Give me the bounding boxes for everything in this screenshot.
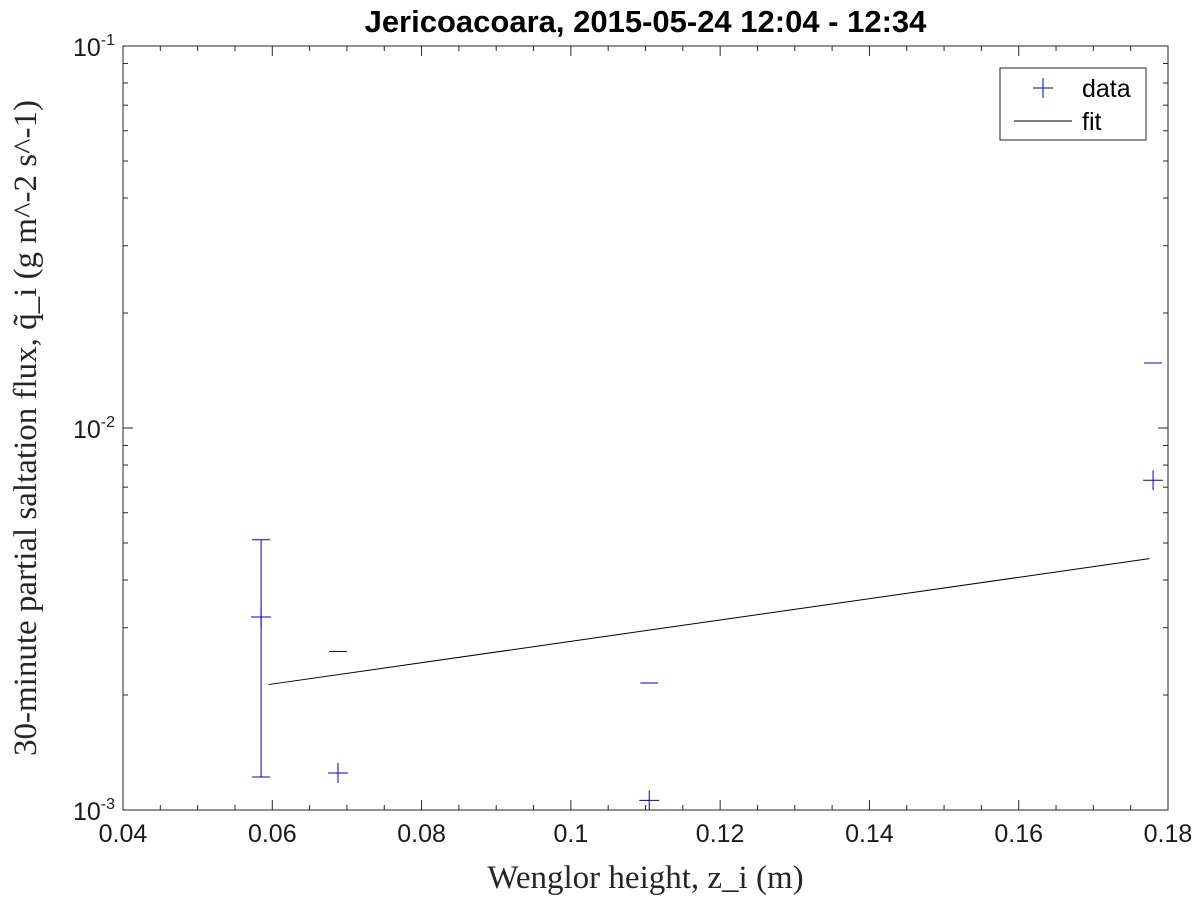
legend-data-label: data	[1082, 75, 1131, 103]
legend-box	[999, 67, 1147, 141]
x-tick-labels: 0.04 0.06 0.08 0.1 0.12 0.14 0.16 0.18	[99, 820, 1193, 848]
minor-ticks	[123, 46, 1168, 810]
x-axis-label: Wenglor height, z_i (m)	[487, 860, 803, 896]
legend-fit-label: fit	[1082, 108, 1102, 136]
x-tick-label: 0.1	[553, 820, 588, 848]
y-tick-base: 10	[73, 798, 101, 826]
x-tick-label: 0.16	[994, 820, 1043, 848]
y-tick-base: 10	[73, 34, 101, 62]
data-point	[251, 607, 272, 628]
data-point	[327, 762, 348, 783]
y-tick-label: 10-1	[73, 32, 115, 62]
plot-frame	[122, 45, 1169, 811]
chart-title: Jericoacoara, 2015-05-24 12:04 - 12:34	[365, 4, 928, 39]
x-axis-label-text: Wenglor height, z_i (m)	[487, 860, 803, 896]
x-tick-label: 0.18	[1144, 820, 1193, 848]
legend-data-marker	[1033, 78, 1053, 98]
y-tick-exponent: -3	[101, 796, 115, 813]
y-tick-exponent: -1	[101, 32, 115, 49]
data-point	[1143, 470, 1164, 491]
x-tick-label: 0.04	[99, 820, 148, 848]
fit-line	[268, 558, 1150, 686]
data-point	[639, 790, 660, 811]
legend: data fit	[999, 67, 1147, 141]
y-tick-label: 10-2	[73, 414, 115, 444]
x-tick-label: 0.08	[397, 820, 446, 848]
x-tick-label: 0.14	[845, 820, 894, 848]
y-tick-exponent: -2	[101, 414, 115, 431]
series-layer	[251, 362, 1164, 811]
y-tick-label: 10-3	[73, 796, 115, 826]
x-tick-label: 0.12	[696, 820, 745, 848]
y-axis-label: 30-minute partial saltation flux, q̃_i (…	[8, 100, 44, 756]
y-tick-labels: 10-310-210-1	[73, 32, 115, 826]
y-tick-base: 10	[73, 416, 101, 444]
y-axis-label-text: 30-minute partial saltation flux, q̃_i (…	[8, 100, 44, 756]
x-tick-label: 0.06	[248, 820, 297, 848]
plot-area	[123, 46, 1168, 810]
